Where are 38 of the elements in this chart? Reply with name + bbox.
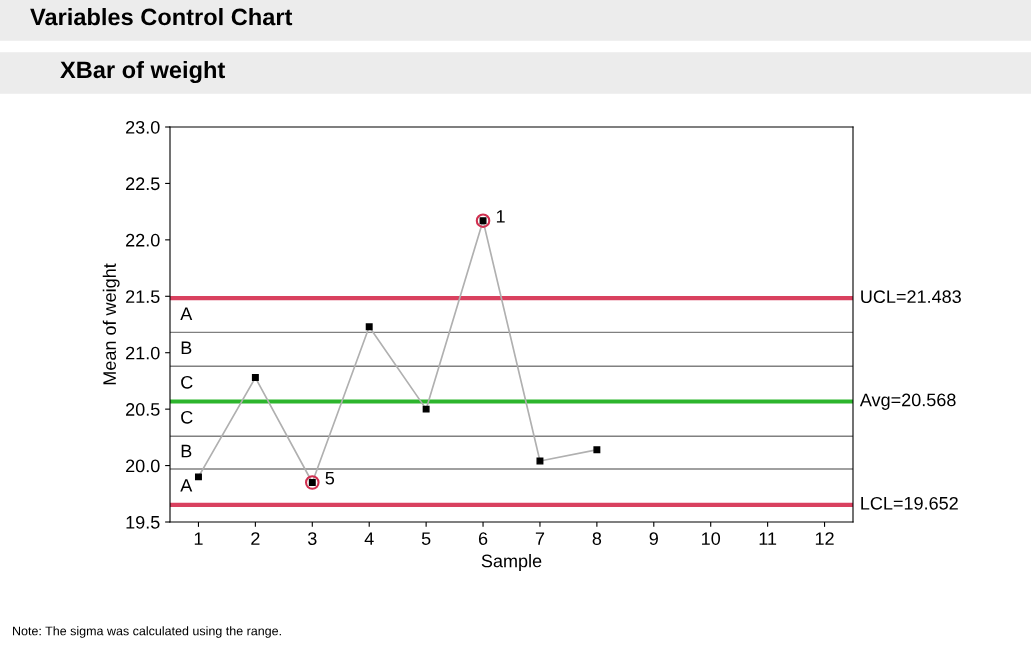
x-tick-label: 3: [307, 532, 317, 545]
annotation: 5: [325, 471, 335, 485]
x-axis-title: Sample: [481, 554, 542, 571]
annotation: C: [181, 375, 193, 389]
chart-subtitle: XBar of weight: [60, 60, 225, 84]
x-tick-label: 8: [592, 532, 602, 545]
y-axis-title: Mean of weight: [102, 263, 120, 385]
x-tick-label: 5: [421, 532, 431, 545]
annotation: 1: [496, 210, 505, 223]
y-tick-label: 20.0: [126, 459, 160, 473]
ref-line-label: LCL=19.652: [861, 496, 958, 510]
x-tick-label: 2: [251, 532, 260, 545]
text: Note: The sigma was calculated using the range.: [13, 626, 281, 638]
x-tick-label: 11: [759, 532, 777, 545]
y-tick-label: 21.0: [126, 346, 160, 360]
point: [305, 475, 320, 490]
y-tick-label: 22.5: [126, 177, 160, 191]
x-tick-label: 1: [194, 532, 203, 545]
x-tick-label: 10: [702, 532, 721, 545]
annotation: A: [180, 307, 193, 320]
x-tick-label: 7: [535, 532, 545, 545]
annotation: A: [180, 479, 193, 492]
x-tick-label: 4: [364, 532, 374, 545]
annotation: C: [181, 410, 193, 424]
y-tick-label: 22.0: [126, 233, 160, 247]
y-tick-label: 19.5: [126, 515, 160, 529]
y-tick-label: 23.0: [126, 120, 160, 134]
x-tick-label: 12: [815, 532, 834, 545]
chart-title: Variables Control Chart: [30, 8, 293, 26]
x-tick-label: 9: [649, 532, 658, 545]
ref-line-label: UCL=21.483: [861, 290, 961, 304]
point: [475, 213, 491, 228]
y-tick-label: 20.5: [126, 403, 160, 416]
x-tick-label: 6: [478, 532, 488, 545]
annotation: B: [181, 444, 192, 458]
annotation: B: [181, 341, 192, 354]
ref-line-label: Avg=20.568: [859, 393, 956, 410]
y-tick-label: 21.5: [126, 290, 160, 304]
